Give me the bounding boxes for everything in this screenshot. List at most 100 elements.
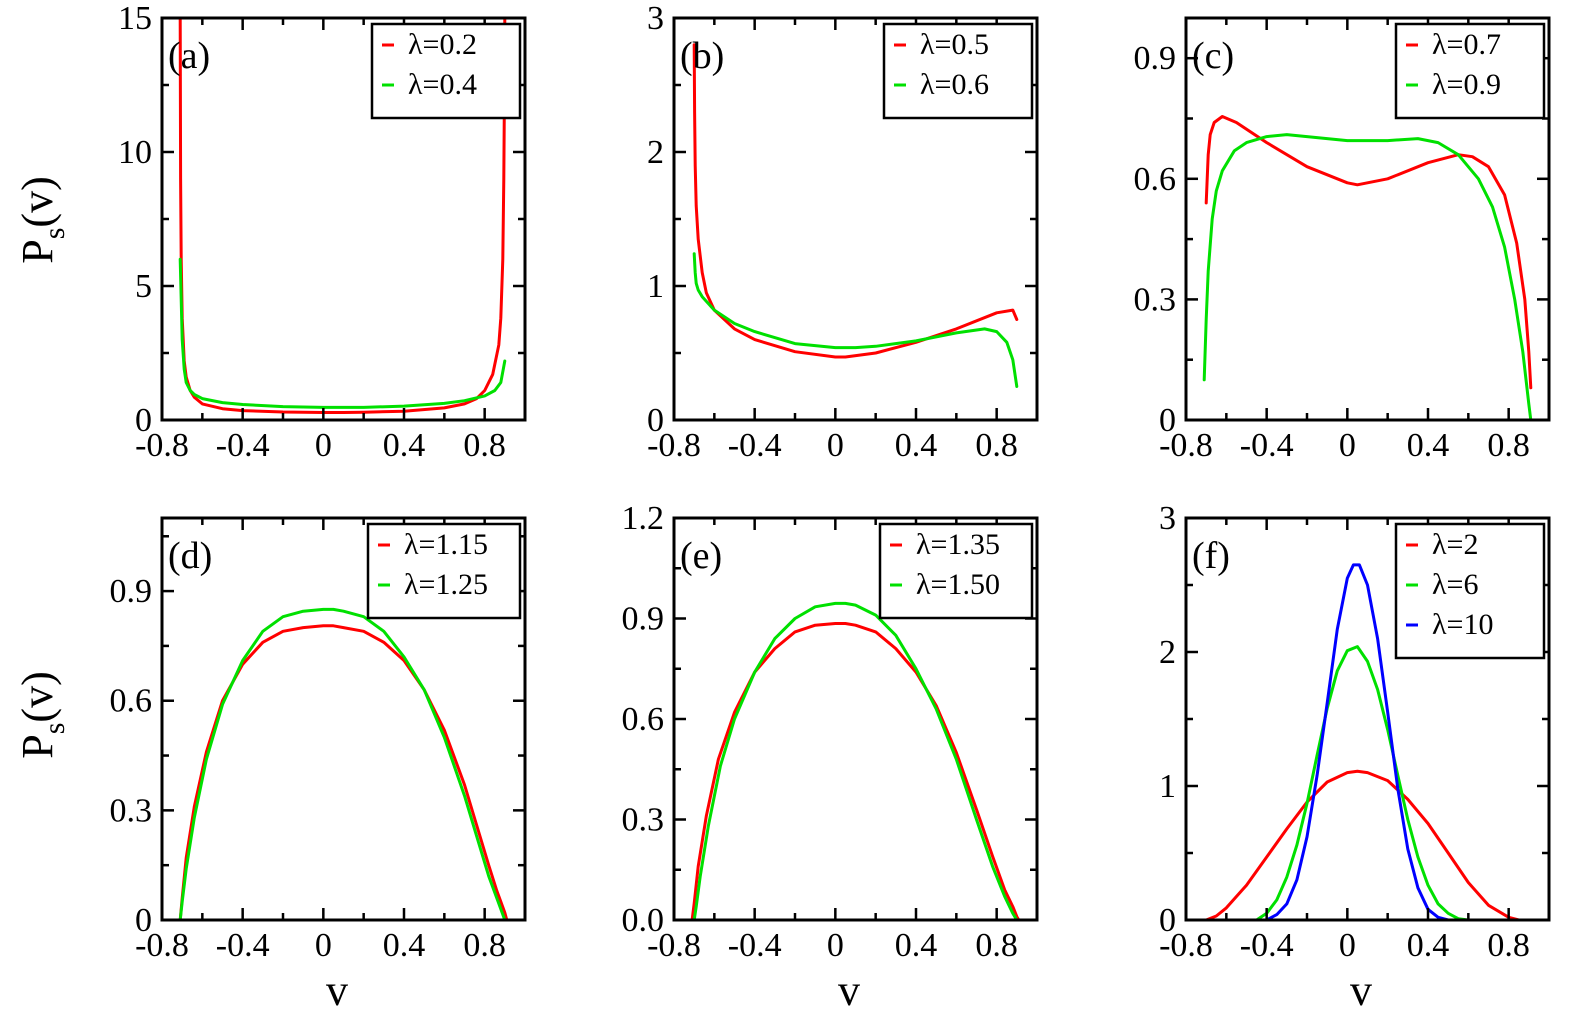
x-tick-label: -0.4	[1240, 427, 1294, 464]
ylabel-top-main: P	[13, 239, 62, 263]
x-tick-label: 0.4	[1407, 427, 1450, 464]
series-line-c-2	[1202, 133, 1533, 420]
legend-a-box	[370, 22, 522, 120]
panel-f-curves	[1204, 563, 1521, 920]
y-tick-label: 0	[135, 402, 152, 439]
panel-c: -0.8 -0.4 0 0.4 0.8 0 0.3 0.6 0.9 (c) λ=0.7 λ=0.9	[1134, 16, 1551, 464]
panel-e: -0.8 -0.4 0 0.4 0.80.00.30.60.91.2(e) λ=1.35λ…	[622, 500, 1039, 964]
x-tick-label: 0.4	[383, 927, 426, 964]
legend-label-a-2: λ=0.4	[408, 68, 477, 101]
legend-a: λ=0.2 λ=0.4	[370, 22, 522, 120]
legend-d: λ=1.15 λ=1.25	[366, 522, 522, 620]
series-line-b-1	[692, 43, 1019, 359]
y-tick-label: 10	[118, 134, 152, 171]
ylabel-top: Ps(v)	[13, 176, 71, 263]
series-line-d-1	[178, 624, 509, 920]
y-tick-label: 1	[1159, 768, 1176, 805]
legend-f-box	[1394, 522, 1546, 660]
panel-label-a: (a)	[168, 35, 210, 77]
y-tick-label: 1	[647, 268, 664, 305]
legend-b: λ=0.5 λ=0.6	[882, 22, 1034, 120]
x-tick-label: 0.8	[1487, 427, 1530, 464]
series-line-f-2	[1255, 645, 1470, 920]
x-tick-label: 0	[315, 427, 332, 464]
legend-c: λ=0.7 λ=0.9	[1394, 22, 1546, 120]
y-tick-label: 0.6	[622, 701, 665, 738]
ylabel-bottom-text: Ps(v)	[13, 671, 71, 758]
xlabel-d: v	[326, 966, 348, 1015]
y-tick-label: 2	[647, 134, 664, 171]
panel-b-ticks: -0.8 -0.4 0 0.4 0.8 0 1 2 3	[647, 0, 1039, 464]
ylabel-bottom-rest: (v)	[13, 671, 62, 722]
legend-b-box	[882, 22, 1034, 120]
panel-d-ticks: -0.8 -0.4 0 0.4 0.8 0 0.3 0.6 0.9	[110, 518, 527, 964]
x-tick-label: 0	[827, 427, 844, 464]
panel-c-frame	[1184, 16, 1551, 422]
series-line-a-2	[178, 257, 507, 409]
y-tick-label: 0	[647, 402, 664, 439]
series-line-f-3	[1265, 563, 1450, 920]
legend-d-box	[366, 522, 522, 620]
panel-a: -0.8 -0.4 0 0.4 0.8 0 5 10 15 (a) λ=0.2 λ=0.4	[118, 0, 527, 464]
y-tick-label: 0	[1159, 402, 1176, 439]
x-tick-label: 0.4	[895, 427, 938, 464]
series-line-f-1	[1204, 769, 1521, 920]
y-tick-label: 0.6	[1134, 161, 1177, 198]
y-tick-label: 1.2	[622, 500, 665, 537]
legend-label-c-2: λ=0.9	[1432, 68, 1501, 101]
panel-label-e: (e)	[680, 535, 722, 577]
panel-c-ticks: -0.8 -0.4 0 0.4 0.8 0 0.3 0.6 0.9	[1134, 18, 1551, 464]
panel-e-ticks: -0.8 -0.4 0 0.4 0.8 0.0 0.3 0.6 0.9 1.2	[622, 500, 1039, 964]
y-tick-label: 2	[1159, 634, 1176, 671]
x-tick-label: 0.4	[895, 927, 938, 964]
y-tick-label: 0.0	[622, 902, 665, 939]
panel-b-curves	[692, 43, 1019, 388]
legend-e-box	[878, 522, 1034, 620]
y-tick-label: 0	[135, 902, 152, 939]
y-tick-label: 0.6	[110, 683, 153, 720]
x-tick-label: 0.8	[463, 927, 506, 964]
x-tick-label: 0	[827, 927, 844, 964]
panel-label-b: (b)	[680, 35, 724, 77]
panel-label-f: (f)	[1192, 535, 1230, 577]
y-tick-label: 3	[647, 0, 664, 37]
x-tick-label: 0.8	[975, 427, 1018, 464]
legend-label-a-1: λ=0.2	[408, 28, 477, 61]
y-tick-label: 0.9	[110, 573, 153, 610]
x-tick-label: -0.8	[135, 427, 189, 464]
legend-e: λ=1.35 λ=1.50	[878, 522, 1034, 620]
panel-d-curves	[178, 607, 509, 920]
xlabel-e: v	[838, 966, 860, 1015]
x-tick-label: 0	[1339, 927, 1356, 964]
x-tick-label: -0.8	[135, 927, 189, 964]
x-tick-label: -0.4	[728, 427, 782, 464]
x-tick-label: -0.4	[1240, 927, 1294, 964]
panel-label-c: (c)	[1192, 35, 1234, 77]
legend-label-f-3: λ=10	[1432, 608, 1493, 641]
x-tick-label: 0.4	[1407, 927, 1450, 964]
ylabel-bottom-sub: s	[38, 723, 71, 735]
panel-a-curves	[178, 18, 507, 414]
legend-c-box	[1394, 22, 1546, 120]
series-line-d-2	[178, 607, 507, 920]
x-tick-label: -0.8	[647, 427, 701, 464]
legend-label-e-2: λ=1.50	[916, 568, 1000, 601]
ylabel-top-rest: (v)	[13, 176, 62, 227]
x-tick-label: -0.4	[216, 927, 270, 964]
x-tick-label: 0	[315, 927, 332, 964]
y-tick-label: 0.3	[622, 802, 665, 839]
panel-d: -0.8 -0.4 0 0.4 0.8 0 0.3 0.6 0.9 (d) λ=1.15 λ=1.25	[110, 516, 527, 964]
y-tick-label: 0.9	[622, 601, 665, 638]
x-tick-label: -0.4	[216, 427, 270, 464]
legend-label-e-1: λ=1.35	[916, 528, 1000, 561]
panel-a-ticks: -0.8 -0.4 0 0.4 0.8 0 5 10 15	[118, 0, 527, 464]
panel-f: -0.8 -0.4 0 0.4 0.8 0 1 2 3 (f) λ=2 λ=6 λ=10	[1159, 500, 1551, 964]
legend-label-c-1: λ=0.7	[1432, 28, 1501, 61]
ylabel-top-sub: s	[38, 228, 71, 240]
legend-label-d-1: λ=1.15	[404, 528, 488, 561]
y-tick-label: 0.3	[1134, 281, 1177, 318]
series-line-e-1	[690, 622, 1021, 920]
series-line-b-2	[692, 252, 1019, 388]
y-tick-label: 0.9	[1134, 40, 1177, 77]
